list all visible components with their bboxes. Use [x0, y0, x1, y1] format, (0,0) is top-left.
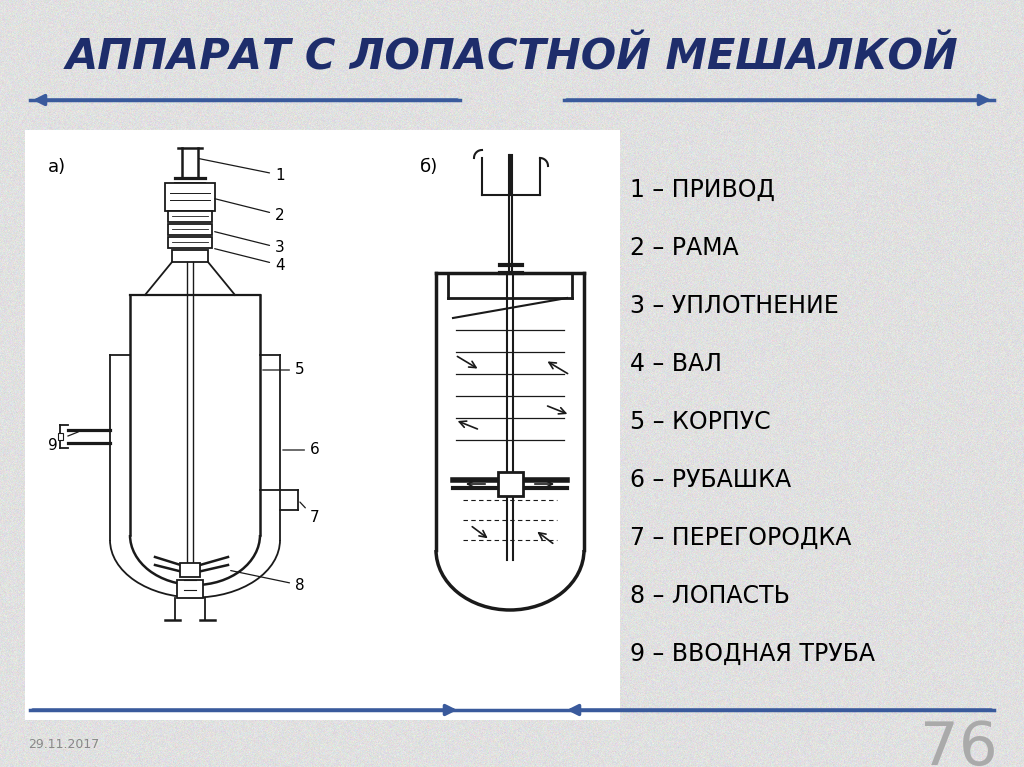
Text: 7 – ПЕРЕГОРОДКА: 7 – ПЕРЕГОРОДКА	[630, 526, 851, 550]
Text: 4: 4	[215, 249, 285, 272]
Text: б): б)	[420, 158, 438, 176]
Text: 1: 1	[199, 159, 285, 183]
Text: 3 – УПЛОТНЕНИЕ: 3 – УПЛОТНЕНИЕ	[630, 294, 839, 318]
Text: 3: 3	[215, 232, 285, 255]
FancyBboxPatch shape	[58, 433, 63, 440]
FancyBboxPatch shape	[165, 183, 215, 211]
Text: 2 – РАМА: 2 – РАМА	[630, 236, 738, 260]
FancyBboxPatch shape	[168, 224, 212, 235]
FancyBboxPatch shape	[168, 211, 212, 222]
Text: 1 – ПРИВОД: 1 – ПРИВОД	[630, 178, 775, 202]
Text: 9: 9	[48, 437, 57, 453]
FancyBboxPatch shape	[177, 580, 203, 598]
Text: 8: 8	[230, 571, 304, 592]
Text: 5 – КОРПУС: 5 – КОРПУС	[630, 410, 771, 434]
FancyBboxPatch shape	[498, 472, 523, 496]
Text: 6: 6	[283, 443, 319, 457]
Text: АППАРАТ С ЛОПАСТНОЙ МЕШАЛКОЙ: АППАРАТ С ЛОПАСТНОЙ МЕШАЛКОЙ	[66, 37, 958, 79]
Text: 8 – ЛОПАСТЬ: 8 – ЛОПАСТЬ	[630, 584, 790, 608]
FancyBboxPatch shape	[168, 237, 212, 248]
FancyBboxPatch shape	[180, 563, 200, 577]
Text: 7: 7	[300, 502, 319, 525]
FancyBboxPatch shape	[172, 250, 208, 262]
Text: 4 – ВАЛ: 4 – ВАЛ	[630, 352, 722, 376]
Text: 29.11.2017: 29.11.2017	[28, 739, 99, 752]
Text: 76: 76	[921, 719, 998, 767]
FancyBboxPatch shape	[25, 130, 620, 720]
Text: 9 – ВВОДНАЯ ТРУБА: 9 – ВВОДНАЯ ТРУБА	[630, 642, 874, 666]
Text: 2: 2	[215, 199, 285, 222]
Text: 6 – РУБАШКА: 6 – РУБАШКА	[630, 468, 792, 492]
Text: 5: 5	[263, 363, 304, 377]
Text: а): а)	[48, 158, 67, 176]
